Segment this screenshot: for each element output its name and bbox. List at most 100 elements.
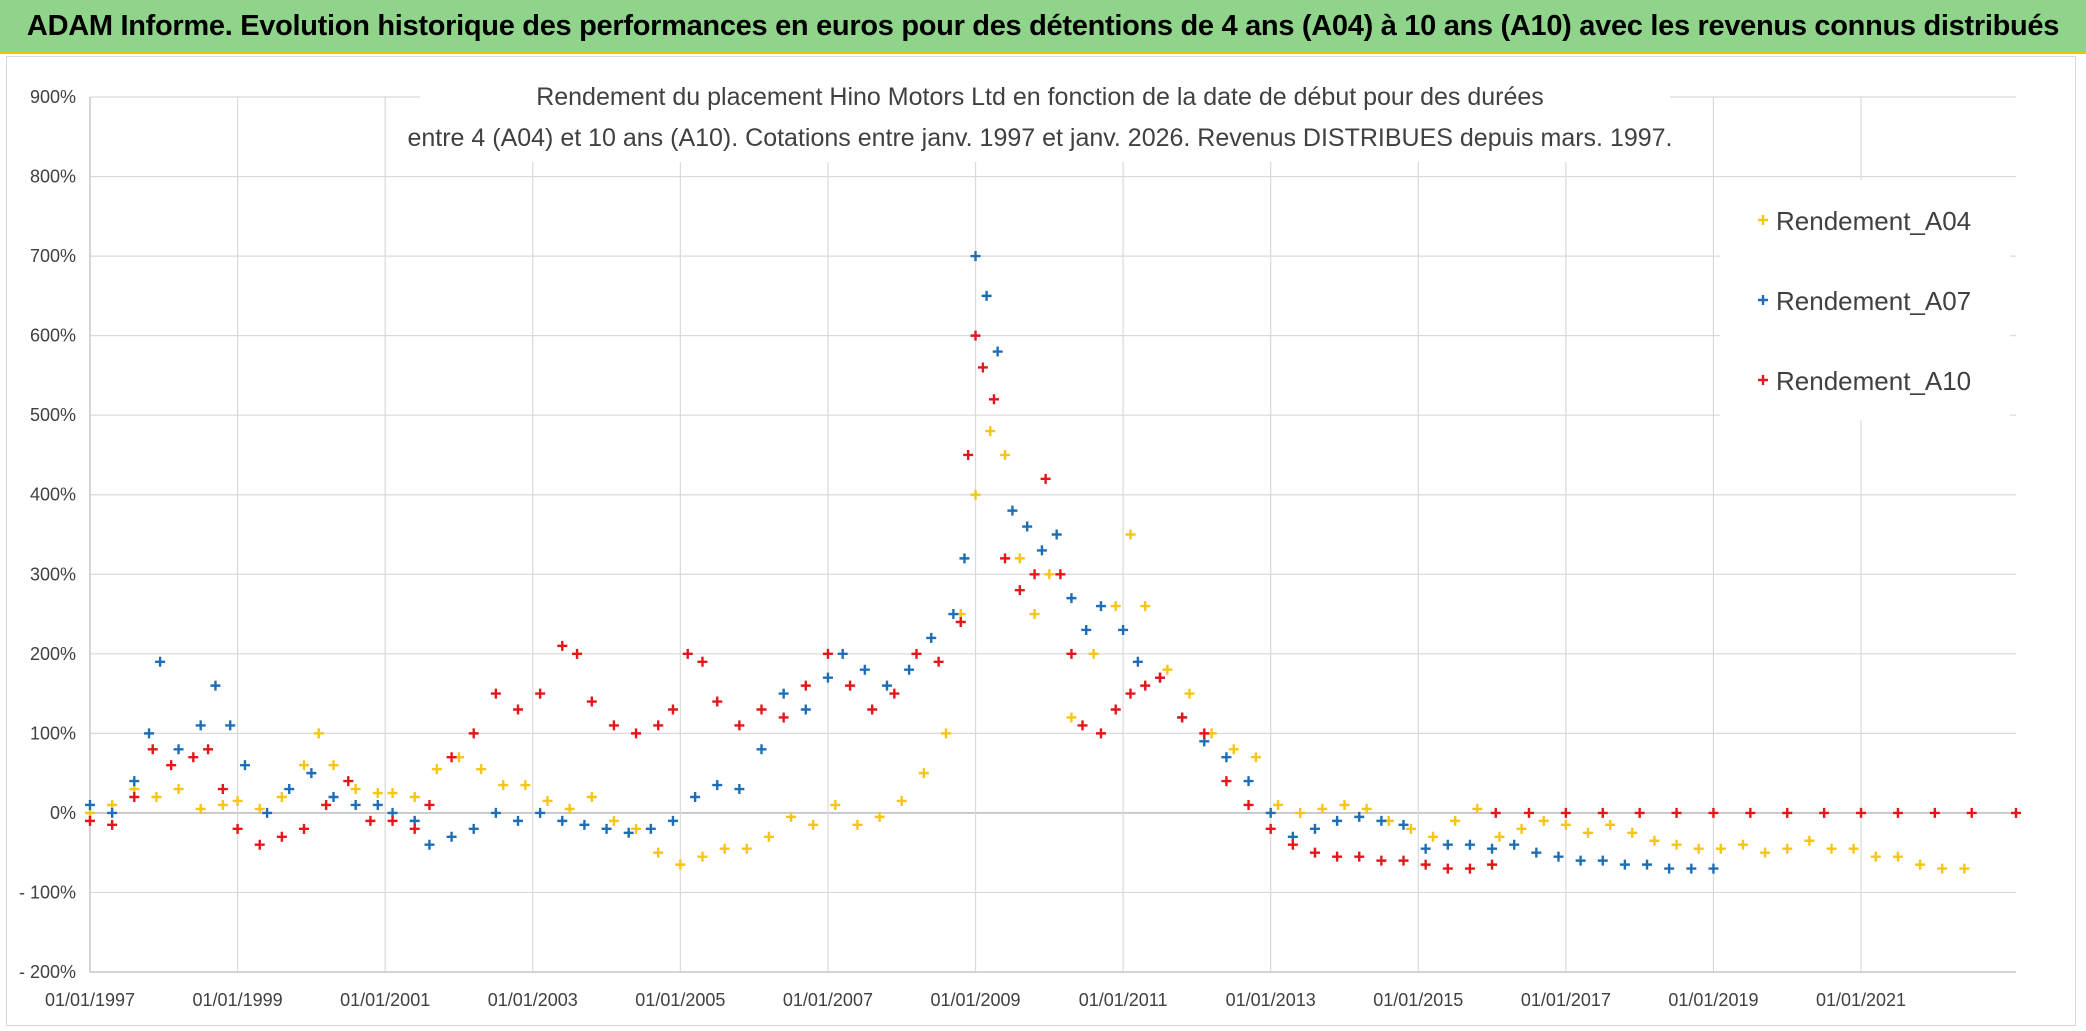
data-point <box>1487 843 1498 854</box>
data-point <box>904 664 915 675</box>
data-point <box>350 799 361 810</box>
data-point <box>173 744 184 755</box>
data-point <box>1110 704 1121 715</box>
data-point <box>147 744 158 755</box>
data-point <box>992 346 1003 357</box>
data-point <box>85 799 95 810</box>
data-point <box>1398 819 1409 830</box>
data-point <box>1966 807 1977 818</box>
data-point <box>1464 863 1475 874</box>
data-point <box>1125 688 1136 699</box>
x-tick-label: 01/01/2013 <box>1226 990 1316 1010</box>
data-point <box>85 815 95 826</box>
data-point <box>667 815 678 826</box>
data-point <box>1583 827 1593 838</box>
data-point <box>822 672 833 683</box>
data-points <box>85 251 2021 874</box>
data-point <box>321 799 332 810</box>
data-point <box>195 720 206 731</box>
chart-frame <box>6 56 2076 1026</box>
data-point <box>1760 847 1771 858</box>
data-point <box>896 795 907 806</box>
data-point <box>977 362 988 373</box>
data-point <box>1095 728 1106 739</box>
data-point <box>1937 863 1948 874</box>
data-point <box>1819 807 1830 818</box>
data-point <box>498 780 509 791</box>
data-point <box>1494 831 1505 842</box>
data-point <box>1671 807 1682 818</box>
data-point <box>675 859 686 870</box>
data-point <box>1649 835 1660 846</box>
data-point <box>1509 839 1520 850</box>
data-point <box>299 760 309 771</box>
data-point <box>1309 823 1320 834</box>
data-point <box>778 688 789 699</box>
data-point <box>911 648 922 659</box>
data-point <box>1442 863 1453 874</box>
data-point <box>513 704 523 715</box>
data-point <box>1354 851 1365 862</box>
data-point <box>1848 843 1859 854</box>
data-point <box>926 632 937 643</box>
x-tick-label: 01/01/1999 <box>193 990 283 1010</box>
data-point <box>144 728 155 739</box>
data-point <box>1708 807 1719 818</box>
data-point <box>586 696 597 707</box>
data-point <box>859 664 870 675</box>
data-point <box>365 815 376 826</box>
data-point <box>1693 843 1704 854</box>
data-point <box>1376 855 1387 866</box>
data-point <box>682 648 693 659</box>
legend-marker <box>1758 375 1768 385</box>
data-point <box>623 827 634 838</box>
report-banner: ADAM Informe. Evolution historique des p… <box>0 0 2086 54</box>
data-point <box>1184 688 1195 699</box>
data-point <box>1332 851 1343 862</box>
data-point <box>520 780 531 791</box>
data-point <box>446 831 457 842</box>
data-point <box>262 807 273 818</box>
data-point <box>1044 569 1055 580</box>
data-point <box>1036 545 1047 556</box>
data-point <box>734 784 745 795</box>
y-tick-label: 600% <box>30 326 76 346</box>
data-point <box>1295 807 1306 818</box>
data-point <box>1309 847 1320 858</box>
data-point <box>1745 807 1756 818</box>
y-tick-label: - 200% <box>19 962 76 982</box>
data-point <box>1110 601 1121 612</box>
data-point <box>970 251 981 262</box>
data-point <box>1250 752 1261 763</box>
data-point <box>1959 863 1970 874</box>
data-point <box>800 704 811 715</box>
data-point <box>1014 585 1025 596</box>
data-point <box>586 792 597 802</box>
data-point <box>653 847 664 858</box>
data-point <box>941 728 951 739</box>
data-point <box>1605 819 1616 830</box>
data-point <box>1077 720 1088 731</box>
data-point <box>217 799 228 810</box>
title-background <box>420 76 1670 162</box>
x-tick-label: 01/01/2005 <box>635 990 725 1010</box>
series-Rendement_A10 <box>85 330 2021 874</box>
data-point <box>1095 601 1106 612</box>
data-point <box>2011 807 2021 818</box>
data-point <box>1199 728 1210 739</box>
data-point <box>1782 843 1793 854</box>
data-point <box>1155 672 1165 683</box>
data-point <box>1007 505 1018 516</box>
data-point <box>1516 823 1527 834</box>
data-point <box>166 760 177 771</box>
chart-subtitle: entre 4 (A04) et 10 ans (A10). Cotations… <box>407 124 1672 152</box>
data-point <box>1265 807 1276 818</box>
data-point <box>299 823 309 834</box>
data-point <box>852 819 863 830</box>
data-point <box>328 760 339 771</box>
data-point <box>343 776 354 787</box>
data-point <box>350 784 361 795</box>
data-point <box>712 696 723 707</box>
data-point <box>1929 807 1940 818</box>
data-point <box>845 680 856 691</box>
